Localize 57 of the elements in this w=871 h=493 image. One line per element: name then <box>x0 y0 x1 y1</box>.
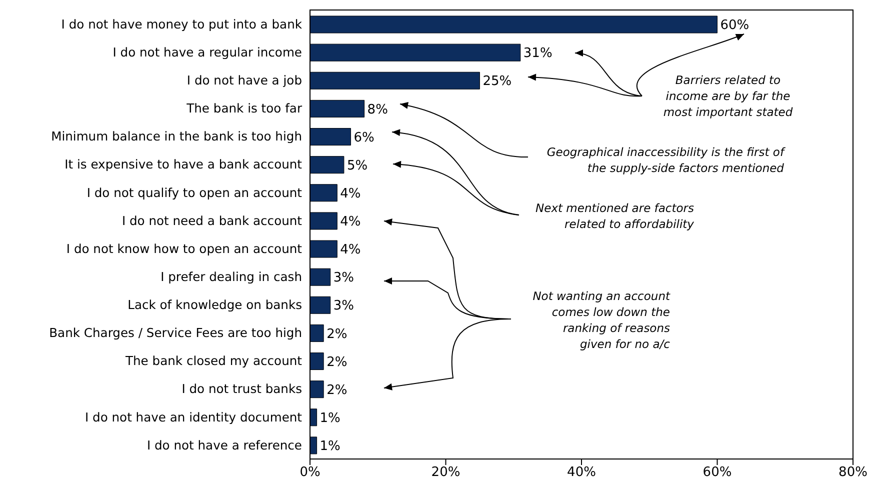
x-tick-label: 40% <box>567 465 596 480</box>
y-tick-label: I prefer dealing in cash <box>160 270 302 284</box>
y-tick-label: I do not need a bank account <box>122 214 302 228</box>
data-label: 3% <box>333 270 354 286</box>
y-tick-label: It is expensive to have a bank account <box>64 158 302 172</box>
y-tick-label: The bank closed my account <box>124 354 302 368</box>
data-label: 1% <box>320 439 340 454</box>
data-label: 4% <box>340 186 361 202</box>
y-tick-label: The bank is too far <box>186 102 303 116</box>
data-label: 3% <box>333 298 354 314</box>
bar <box>310 268 331 286</box>
data-label: 5% <box>346 158 368 174</box>
bar <box>310 240 338 258</box>
y-tick-label: I do not trust banks <box>182 382 302 396</box>
y-tick-label: I do not have money to put into a bank <box>61 17 303 32</box>
y-tick-label: Lack of knowledge on banks <box>128 298 302 312</box>
annotation: Next mentioned are factors related to affordability <box>534 200 694 232</box>
x-tick-label: 20% <box>431 465 460 480</box>
data-label: 25% <box>482 74 512 90</box>
bar <box>310 352 324 370</box>
bar <box>310 324 324 342</box>
annotation: Barriers related to income are by far the most important stated <box>662 72 794 120</box>
data-label: 60% <box>720 18 750 34</box>
bar <box>310 100 365 118</box>
y-tick-label: Bank Charges / Service Fees are too high <box>49 326 302 340</box>
y-tick-label: I do not have a regular income <box>112 45 302 60</box>
annotation: Not wanting an account comes low down the ranking of reasons given for no a/c <box>532 288 670 352</box>
bar <box>310 156 344 174</box>
data-label: 6% <box>354 130 374 146</box>
data-label: 2% <box>326 354 348 370</box>
bar <box>310 72 480 90</box>
bar <box>310 380 324 398</box>
data-label: 2% <box>326 326 348 342</box>
bar <box>310 16 718 34</box>
data-label: 8% <box>367 102 388 118</box>
data-label: 4% <box>340 242 361 258</box>
data-label: 31% <box>523 46 552 62</box>
y-tick-label: Minimum balance in the bank is too high <box>51 130 302 144</box>
y-tick-label: I do not have a reference <box>146 438 302 452</box>
y-tick-label: I do not know how to open an account <box>66 242 302 256</box>
bar <box>310 212 338 230</box>
bar <box>310 44 521 62</box>
data-label: 2% <box>326 382 348 398</box>
bar <box>310 296 331 314</box>
data-label: 1% <box>320 410 340 426</box>
x-tick-label: 80% <box>838 465 868 480</box>
x-tick-label: 0% <box>300 465 320 480</box>
annotation: Geographical inaccessibility is the first of the supply-side factors mentioned <box>546 144 784 176</box>
x-tick-label: 60% <box>702 465 732 480</box>
bar <box>310 184 338 202</box>
bar <box>310 436 318 454</box>
y-tick-label: I do not have a job <box>186 74 302 88</box>
bar <box>310 408 318 426</box>
y-tick-label: I do not qualify to open an account <box>86 186 302 200</box>
bar <box>310 128 351 146</box>
y-tick-label: I do not have an identity document <box>84 410 302 424</box>
data-label: 4% <box>340 214 361 230</box>
